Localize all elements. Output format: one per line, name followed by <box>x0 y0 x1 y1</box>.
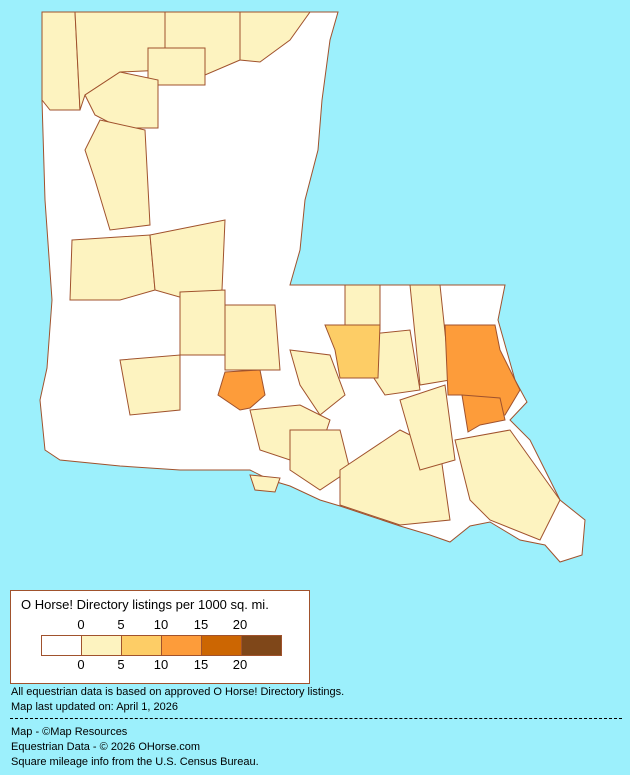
legend-title: O Horse! Directory listings per 1000 sq.… <box>21 597 269 612</box>
parish <box>84 119 151 231</box>
legend-tick: 5 <box>117 657 125 672</box>
legend-tick: 0 <box>77 657 85 672</box>
parish <box>69 234 156 301</box>
parish <box>289 349 346 416</box>
parish <box>289 429 351 491</box>
parish <box>224 304 281 371</box>
data-note: All equestrian data is based on approved… <box>11 686 345 698</box>
parish <box>399 384 456 471</box>
parish <box>119 354 181 416</box>
louisiana-parish-map <box>39 11 586 563</box>
parish <box>147 47 206 86</box>
parish <box>41 11 81 111</box>
census-credit: Square mileage info from the U.S. Census… <box>11 756 259 768</box>
update-date: Map last updated on: April 1, 2026 <box>11 701 178 713</box>
legend-tick: 0 <box>77 617 85 632</box>
parish <box>461 394 506 433</box>
map-credit: Map - ©Map Resources <box>11 726 128 738</box>
legend-swatch <box>82 636 122 655</box>
legend-swatch <box>122 636 162 655</box>
legend-color-bar <box>41 635 282 656</box>
parish <box>239 11 311 63</box>
legend: O Horse! Directory listings per 1000 sq.… <box>10 590 310 684</box>
parish <box>249 474 281 493</box>
parish <box>217 369 266 411</box>
legend-tick: 20 <box>232 617 248 632</box>
parish <box>454 429 561 541</box>
parish <box>84 71 159 129</box>
legend-tick: 20 <box>232 657 248 672</box>
parish <box>179 289 226 356</box>
legend-swatch <box>162 636 202 655</box>
legend-tick: 15 <box>193 657 209 672</box>
legend-tick: 15 <box>193 617 209 632</box>
legend-tick: 10 <box>153 617 169 632</box>
parish <box>344 284 381 331</box>
legend-swatch <box>42 636 82 655</box>
legend-tick: 5 <box>117 617 125 632</box>
legend-tick: 10 <box>153 657 169 672</box>
legend-swatch <box>242 636 281 655</box>
legend-swatch <box>202 636 242 655</box>
data-credit: Equestrian Data - © 2026 OHorse.com <box>11 741 201 753</box>
parish <box>324 324 381 379</box>
divider <box>10 718 622 719</box>
